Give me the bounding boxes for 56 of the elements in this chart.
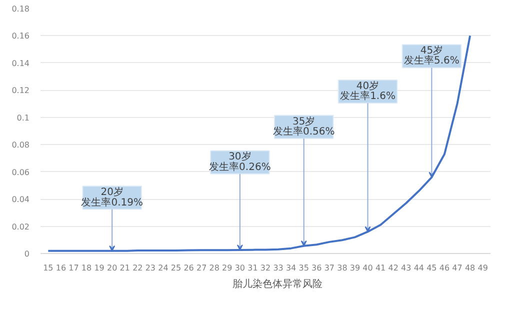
annotation: 35岁 bbox=[292, 115, 316, 128]
x-tick-label: 38 bbox=[337, 264, 348, 272]
text: 胎儿染色体异常风险 bbox=[232, 278, 322, 291]
x-tick-label: 31 bbox=[248, 264, 258, 272]
x-tick-label: 27 bbox=[196, 264, 207, 272]
x-tick-label: 44 bbox=[414, 264, 424, 272]
x-tick-label: 21 bbox=[120, 264, 130, 272]
x-tick-label: 20 bbox=[107, 264, 118, 272]
x-tick-label: 28 bbox=[209, 264, 220, 272]
y-tick-label: 0.14 bbox=[12, 58, 30, 68]
y-tick-label: 0.16 bbox=[12, 32, 30, 41]
x-tick-label: 23 bbox=[145, 264, 156, 272]
x-tick-label: 29 bbox=[222, 264, 232, 272]
x-tick-label: 43 bbox=[401, 264, 412, 272]
y-tick-label: 0 bbox=[24, 250, 30, 258]
y-tick-label: 0.1 bbox=[16, 113, 30, 122]
y-tick-label: 0.12 bbox=[12, 86, 30, 96]
x-tick-label: 42 bbox=[388, 264, 398, 272]
y-tick-label: 0.18 bbox=[12, 4, 30, 14]
line-series bbox=[47, 34, 472, 252]
x-tick-label: 36 bbox=[312, 264, 322, 272]
y-tick-label: 0.08 bbox=[12, 140, 30, 150]
annotation: 发生率0.26% bbox=[209, 160, 271, 173]
annotation: 40岁 bbox=[356, 80, 380, 92]
x-tick-label: 24 bbox=[158, 264, 168, 272]
x-tick-label: 15 bbox=[43, 264, 54, 272]
x-tick-label: 17 bbox=[68, 264, 79, 272]
annotation: 30岁 bbox=[228, 150, 252, 163]
x-tick-label: 40 bbox=[362, 264, 373, 272]
annotation: 发生率0.56% bbox=[272, 126, 335, 138]
x-tick-label: 49 bbox=[478, 264, 488, 272]
x-tick-label: 45 bbox=[426, 264, 437, 272]
annotation: 20岁 bbox=[100, 186, 124, 198]
annotation: 发生率0.19% bbox=[81, 196, 143, 208]
x-tick-label: 19 bbox=[94, 264, 104, 272]
y-tick-label: 0.04 bbox=[12, 195, 30, 204]
x-tick-label: 30 bbox=[234, 264, 246, 272]
y-tick-label: 0.06 bbox=[12, 168, 30, 177]
x-tick-label: 37 bbox=[324, 264, 335, 272]
x-tick-label: 22 bbox=[132, 264, 143, 272]
annotation: 发生率5.6% bbox=[404, 54, 460, 67]
x-tick-label: 32 bbox=[260, 264, 271, 272]
x-tick-label: 16 bbox=[56, 264, 66, 272]
x-tick-label: 47 bbox=[452, 264, 462, 272]
x-tick-label: 35 bbox=[298, 264, 309, 272]
annotation: 发生率1.6% bbox=[340, 90, 396, 102]
x-tick-label: 46 bbox=[439, 264, 450, 272]
x-tick-label: 39 bbox=[350, 264, 360, 272]
y-tick-label: 0.02 bbox=[12, 222, 30, 232]
x-tick-label: 33 bbox=[273, 264, 284, 272]
x-tick-label: 34 bbox=[286, 264, 296, 272]
x-tick-label: 48 bbox=[464, 264, 476, 272]
x-tick-label: 18 bbox=[81, 264, 92, 272]
x-tick-label: 26 bbox=[184, 264, 194, 272]
x-tick-label: 25 bbox=[170, 264, 182, 272]
x-tick-label: 41 bbox=[375, 264, 386, 272]
